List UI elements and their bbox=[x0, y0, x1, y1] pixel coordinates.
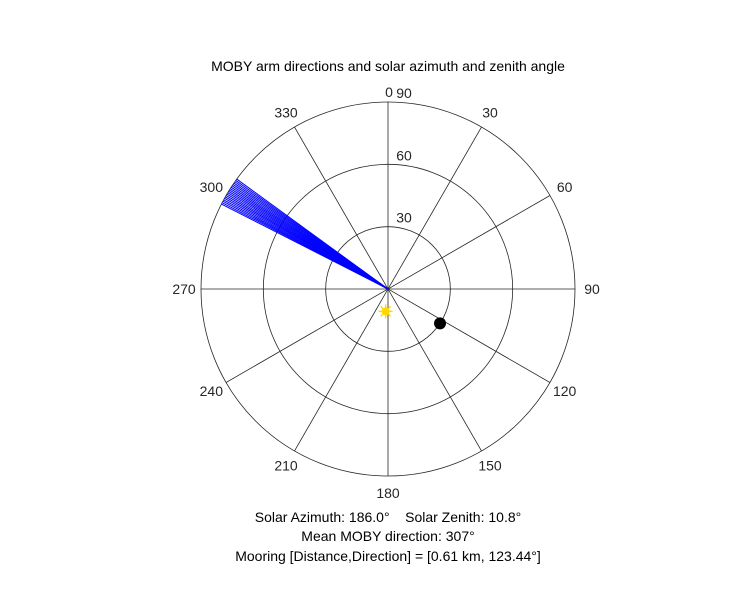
moby-direction-annotation: Mean MOBY direction: 307° bbox=[301, 528, 474, 544]
chart-title: MOBY arm directions and solar azimuth an… bbox=[211, 58, 565, 74]
solar-annotation: Solar Azimuth: 186.0° Solar Zenith: 10.8… bbox=[255, 509, 521, 525]
sun-marker bbox=[381, 307, 390, 316]
angular-tick-label: 30 bbox=[482, 104, 498, 120]
angular-tick-label: 180 bbox=[376, 485, 400, 501]
grid-ring bbox=[200, 101, 576, 477]
angular-tick-labels: 0 30 60 90 120 150 180 210 240 270 300 330 bbox=[172, 84, 600, 501]
angular-tick-label: 0 bbox=[385, 84, 393, 100]
angular-tick-label: 60 bbox=[557, 179, 573, 195]
radial-tick-label: 90 bbox=[396, 85, 412, 101]
angular-tick-label: 300 bbox=[200, 179, 224, 195]
angular-tick-label: 270 bbox=[172, 281, 196, 297]
angular-tick-label: 330 bbox=[274, 104, 298, 120]
mooring-marker bbox=[434, 317, 447, 330]
radial-tick-label: 60 bbox=[396, 147, 412, 163]
angular-tick-label: 120 bbox=[553, 383, 577, 399]
sun-icon bbox=[378, 304, 393, 319]
mooring-annotation: Mooring [Distance,Direction] = [0.61 km,… bbox=[235, 548, 541, 564]
angular-tick-label: 240 bbox=[200, 383, 224, 399]
angular-tick-label: 150 bbox=[478, 458, 502, 474]
moby-arm-line bbox=[236, 178, 389, 290]
radial-tick-label: 30 bbox=[396, 210, 412, 226]
angular-tick-label: 90 bbox=[584, 281, 600, 297]
grid-ring bbox=[262, 163, 514, 415]
moby-arm-series bbox=[221, 178, 389, 290]
radial-tick-labels: 30 60 90 bbox=[396, 85, 412, 226]
markers bbox=[378, 304, 447, 330]
grid-ring bbox=[325, 226, 451, 352]
angular-tick-label: 210 bbox=[274, 458, 298, 474]
